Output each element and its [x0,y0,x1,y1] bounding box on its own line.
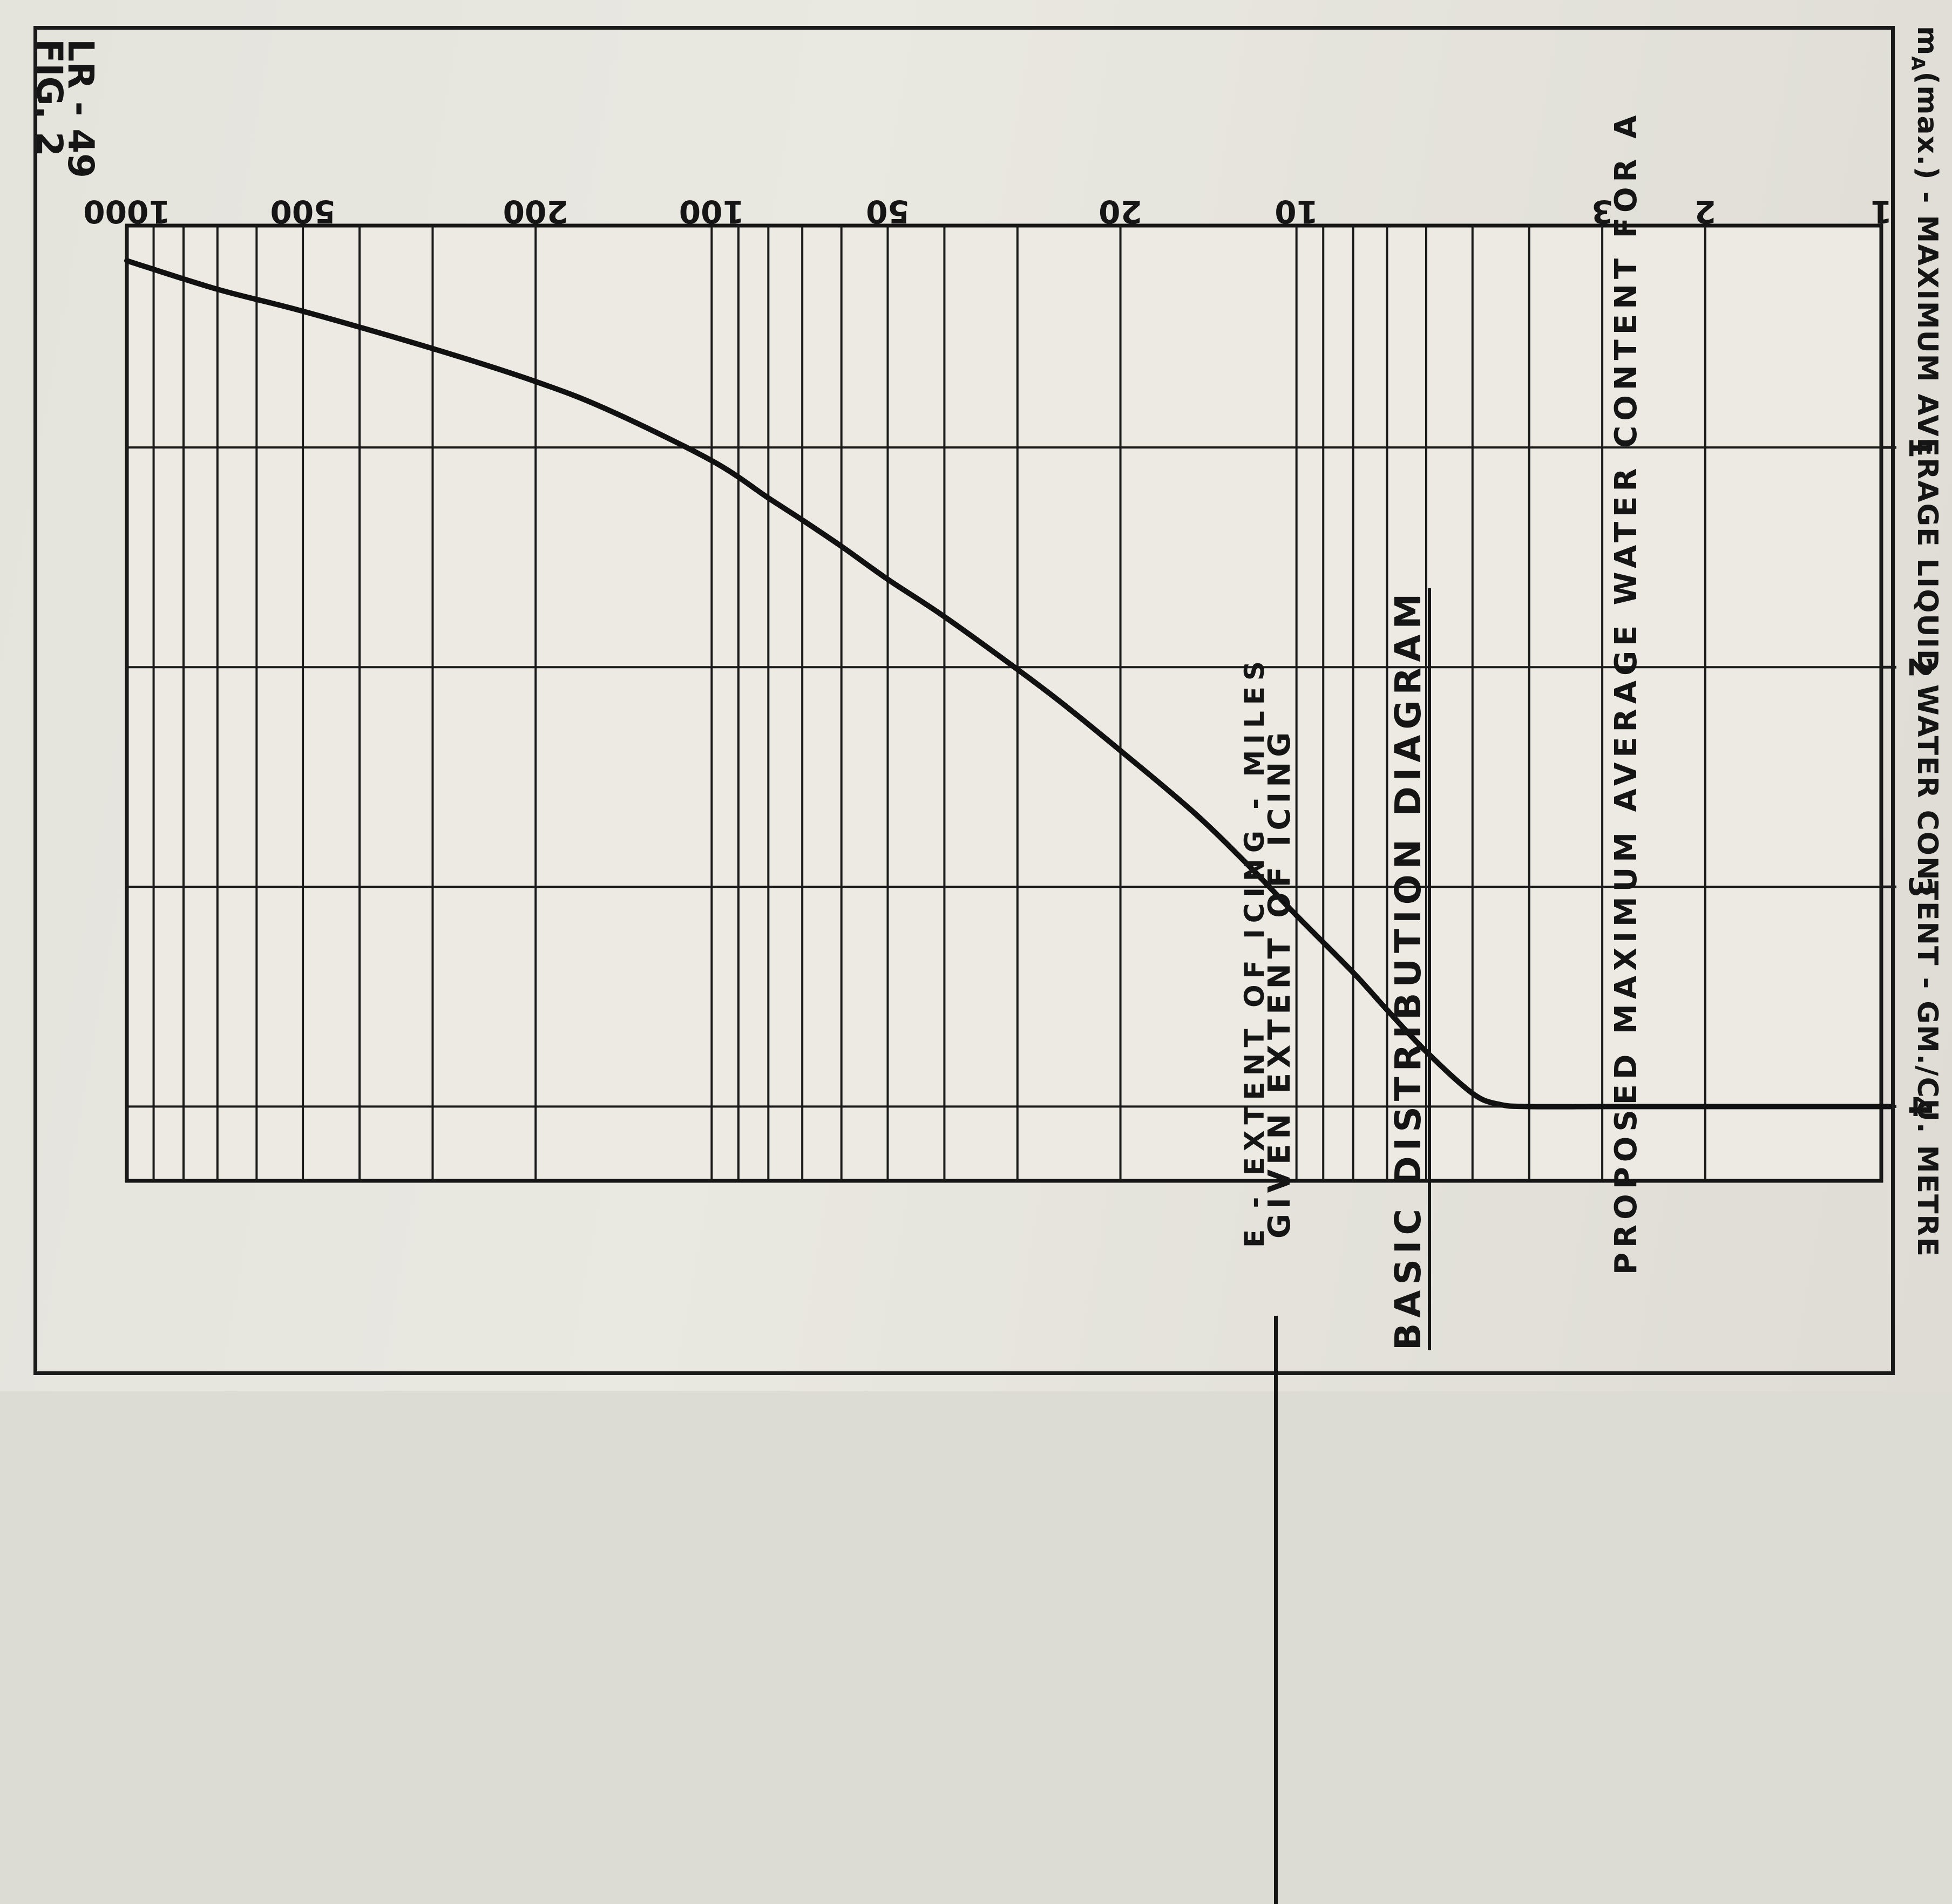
y-tick-label: 3 [1902,876,1939,897]
x-tick-label: 1000 [83,193,170,230]
x-tick-label: 20 [1099,193,1142,230]
chart-subtitle-line-2: GIVEN EXTENT OF ICING [1262,727,1297,1239]
x-tick-label: 500 [270,193,336,230]
x-tick-label: 200 [503,193,568,230]
series-line [124,258,1884,1110]
x-tick-label: 10 [1275,193,1318,230]
y-axis-label-text: (max.) - MAXIMUM AVERAGE LIQUID WATER CO… [1911,71,1943,1257]
x-tick-label: 50 [866,193,910,230]
figure-frame [33,26,1895,1375]
figure-code: LR - 49 [60,39,101,179]
y-axis-label: mA(max.) - MAXIMUM AVERAGE LIQUID WATER … [1907,26,1943,1257]
y-axis-label-subscript: A [1907,56,1929,72]
chart-subtitle-underline [1274,1316,1278,1904]
y-tick-label: 2 [1902,656,1939,678]
plot-area [125,223,1883,1183]
x-tick-label: 2 [1695,193,1716,230]
chart-title: BASIC DISTRIBUTION DIAGRAM [1387,588,1429,1350]
y-tick-label: 1 [1902,437,1939,458]
y-axis-label-symbol: m [1911,26,1943,57]
x-tick-label: 3 [1591,193,1613,230]
x-tick-label: 100 [679,193,744,230]
y-tick-label: 4 [1902,1096,1939,1117]
chart-subtitle-line-1: PROPOSED MAXIMUM AVERAGE WATER CONTENT F… [1609,110,1644,1275]
